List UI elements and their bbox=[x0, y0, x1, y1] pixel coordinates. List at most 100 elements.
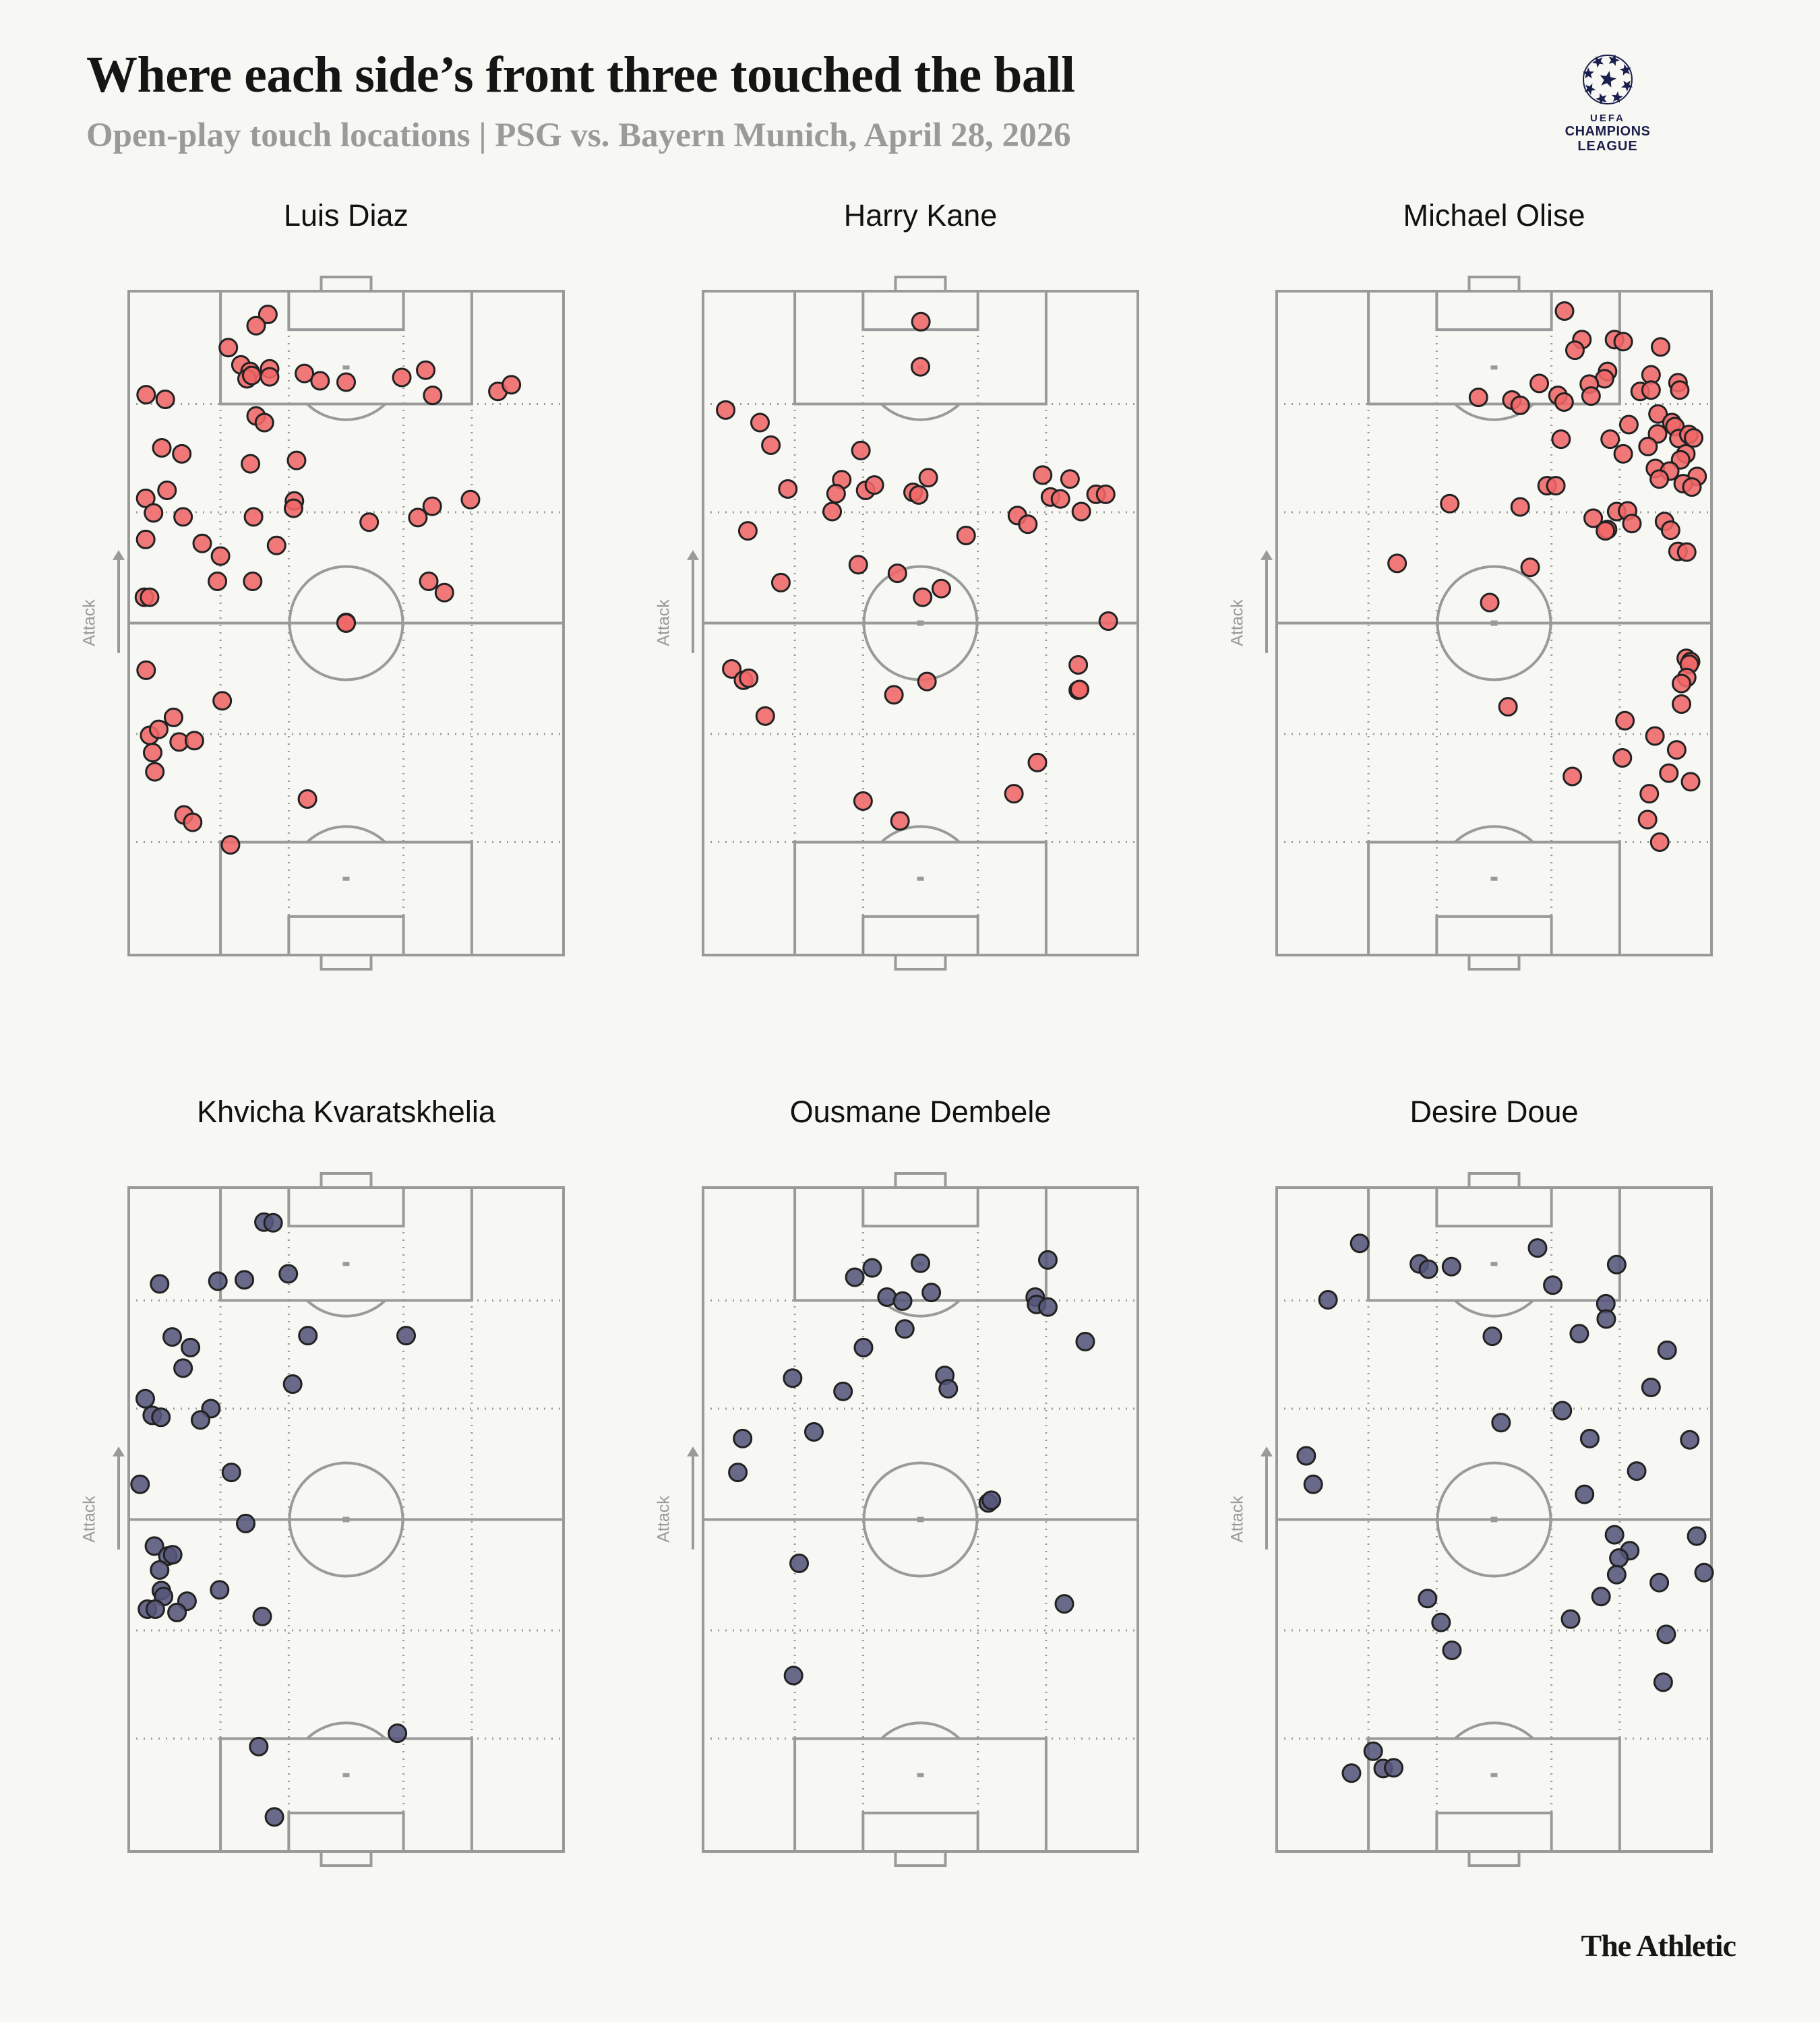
touch-point bbox=[252, 1606, 272, 1626]
touch-point bbox=[909, 485, 929, 505]
pitch-map bbox=[687, 276, 1139, 971]
touch-point bbox=[1418, 1589, 1438, 1609]
touch-point bbox=[1551, 429, 1571, 450]
attack-arrowhead-icon bbox=[687, 550, 699, 560]
penalty-box-bottom bbox=[1367, 840, 1621, 956]
touch-point bbox=[803, 1421, 824, 1442]
touch-point bbox=[1575, 1484, 1595, 1504]
touch-point bbox=[722, 658, 742, 679]
attack-arrowhead-icon bbox=[687, 1446, 699, 1457]
penalty-box-top bbox=[793, 290, 1048, 406]
touch-point bbox=[422, 496, 442, 516]
touch-point bbox=[956, 525, 976, 545]
touch-point bbox=[172, 443, 192, 464]
touch-point bbox=[761, 435, 781, 456]
touch-point bbox=[149, 719, 169, 739]
touch-point bbox=[246, 315, 266, 336]
touch-point bbox=[1660, 520, 1680, 541]
touch-point bbox=[145, 1599, 165, 1619]
champions-league-logo: UEFA CHAMPIONS LEAGUE bbox=[1550, 53, 1665, 154]
centre-spot bbox=[917, 620, 924, 626]
pitch-map bbox=[687, 1172, 1139, 1867]
touch-point bbox=[1609, 1548, 1629, 1568]
touch-point bbox=[1520, 557, 1540, 578]
touch-point bbox=[1363, 1741, 1383, 1761]
player-name: Harry Kane bbox=[843, 198, 998, 233]
touch-point bbox=[1618, 415, 1639, 435]
touch-point bbox=[911, 1253, 930, 1273]
touch-point bbox=[1613, 332, 1633, 352]
touch-point bbox=[1442, 1641, 1462, 1661]
pitch-map bbox=[1261, 276, 1713, 971]
penalty-spot-top bbox=[342, 1262, 350, 1266]
penalty-arc-bottom bbox=[880, 825, 961, 843]
touch-point bbox=[1581, 386, 1601, 406]
touch-point bbox=[210, 546, 231, 566]
touch-point bbox=[938, 1378, 959, 1399]
touch-point bbox=[297, 789, 317, 809]
touch-point bbox=[388, 1723, 408, 1744]
touch-point bbox=[1627, 1461, 1647, 1481]
pitch-panel: Luis Diaz Attack bbox=[80, 198, 565, 971]
touch-point bbox=[1037, 1250, 1058, 1270]
touch-point bbox=[142, 743, 162, 763]
centre-spot bbox=[342, 1516, 350, 1523]
touch-point bbox=[1657, 1340, 1677, 1360]
logo-star bbox=[1584, 83, 1596, 95]
touch-point bbox=[864, 475, 884, 495]
touch-point bbox=[1659, 763, 1679, 783]
penalty-arc-top bbox=[306, 403, 386, 421]
touch-point bbox=[1637, 809, 1658, 830]
touch-point bbox=[155, 390, 175, 410]
touch-point bbox=[1387, 553, 1407, 574]
touch-point bbox=[822, 501, 843, 522]
touch-point bbox=[173, 507, 193, 527]
touch-point bbox=[1527, 1238, 1548, 1258]
touch-point bbox=[434, 582, 454, 603]
touch-point bbox=[892, 1291, 913, 1311]
touch-point bbox=[913, 587, 933, 607]
touch-point bbox=[737, 521, 758, 541]
touch-point bbox=[135, 1388, 156, 1409]
touch-point bbox=[728, 1463, 748, 1483]
attack-arrowhead-icon bbox=[1261, 1446, 1273, 1457]
chart-subtitle: Open-play touch locations | PSG vs. Baye… bbox=[86, 117, 1071, 154]
six-yard-box-top bbox=[287, 1186, 405, 1228]
penalty-box-top bbox=[219, 1186, 473, 1302]
touch-point bbox=[1606, 1254, 1627, 1275]
logo-star bbox=[1582, 67, 1594, 79]
goal-top bbox=[1467, 1172, 1521, 1189]
six-yard-box-top bbox=[1435, 290, 1553, 332]
touch-point bbox=[241, 454, 261, 474]
logo-champions-text: CHAMPIONS bbox=[1565, 124, 1651, 139]
touch-point bbox=[192, 533, 212, 553]
touch-point bbox=[1563, 766, 1583, 787]
touch-point bbox=[1510, 497, 1530, 517]
touch-point bbox=[1670, 380, 1690, 400]
touch-point bbox=[278, 1264, 299, 1284]
touch-point bbox=[845, 1267, 865, 1287]
touch-point bbox=[1095, 484, 1116, 504]
logo-star bbox=[1608, 54, 1620, 66]
penalty-box-top bbox=[793, 1186, 1048, 1302]
touch-point bbox=[911, 311, 931, 332]
player-name: Khvicha Kvaratskhelia bbox=[197, 1095, 495, 1129]
pitch-map bbox=[113, 276, 565, 971]
touch-point bbox=[853, 791, 873, 811]
six-yard-box-bottom bbox=[1435, 1811, 1553, 1853]
six-yard-box-bottom bbox=[287, 1811, 405, 1853]
touch-point bbox=[396, 1326, 417, 1346]
touch-point bbox=[1645, 726, 1665, 746]
penalty-spot-top bbox=[1490, 1262, 1498, 1266]
touch-point bbox=[1050, 489, 1070, 509]
touch-point bbox=[157, 481, 177, 500]
touch-point bbox=[392, 367, 412, 388]
touch-point bbox=[181, 1337, 201, 1357]
penalty-arc-bottom bbox=[1454, 1721, 1534, 1740]
attack-arrowhead-icon bbox=[1261, 550, 1273, 560]
touch-point bbox=[1060, 469, 1080, 489]
penalty-arc-top bbox=[306, 1299, 386, 1318]
pitch-panel: Harry Kane Attack bbox=[655, 198, 1139, 971]
six-yard-box-bottom bbox=[1435, 915, 1553, 956]
touch-point bbox=[416, 360, 436, 380]
